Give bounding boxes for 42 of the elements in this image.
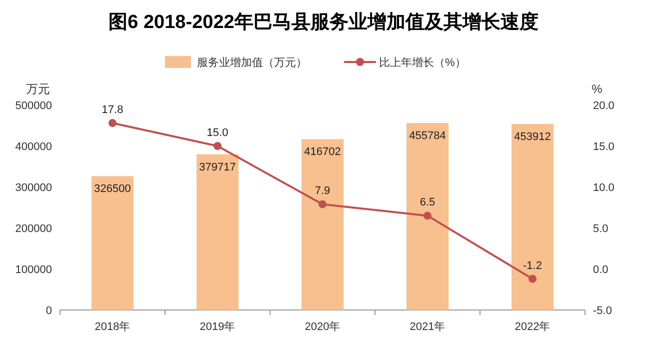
bar: [302, 139, 344, 310]
data-label: 453912: [514, 130, 551, 143]
y-tick-label: 400000: [15, 141, 52, 153]
data-label: 6.5: [420, 196, 436, 209]
x-tick-label: 2019年: [200, 321, 236, 333]
y2-tick-label: 0.0: [593, 264, 608, 276]
point: [108, 119, 116, 128]
y2-tick-label: 15.0: [593, 141, 614, 153]
y-tick-label: 300000: [15, 182, 52, 194]
data-label: 15.0: [206, 127, 228, 139]
y2-tick-label: 10.0: [593, 182, 614, 194]
data-label: 326500: [94, 183, 131, 196]
data-label: 17.8: [102, 104, 124, 116]
x-tick-label: 2018年: [94, 321, 130, 333]
y2-tick-label: -5.0: [593, 305, 612, 317]
data-label: -1.2: [523, 260, 542, 272]
x-tick-label: 2022年: [514, 321, 550, 333]
point: [424, 212, 432, 220]
bar: [196, 154, 238, 310]
data-label: 379717: [199, 161, 236, 174]
bar: [92, 176, 134, 310]
legend-label: 服务业增加值（万元）: [197, 56, 307, 69]
point: [214, 142, 222, 150]
bar: [512, 124, 554, 310]
y2-axis-title: %: [592, 82, 603, 96]
y-tick-label: 200000: [15, 223, 52, 235]
y-tick-label: 500000: [15, 100, 52, 112]
y-tick-label: 0: [46, 305, 52, 317]
point: [318, 200, 326, 208]
y2-tick-label: 5.0: [593, 223, 608, 235]
y2-tick-label: 20.0: [593, 100, 614, 112]
legend-label: 比上年增长（%）: [379, 56, 466, 69]
data-label: 7.9: [314, 185, 330, 198]
chart-title: 图6 2018-2022年巴马县服务业增加值及其增长速度: [108, 11, 538, 33]
data-label: 455784: [409, 130, 446, 142]
y-axis-title: 万元: [26, 82, 50, 96]
bar: [406, 123, 448, 310]
y-tick-label: 100000: [15, 264, 52, 276]
x-tick-label: 2020年: [304, 321, 340, 333]
data-label: 416702: [304, 146, 341, 158]
point: [528, 274, 536, 283]
x-tick-label: 2021年: [410, 321, 446, 333]
